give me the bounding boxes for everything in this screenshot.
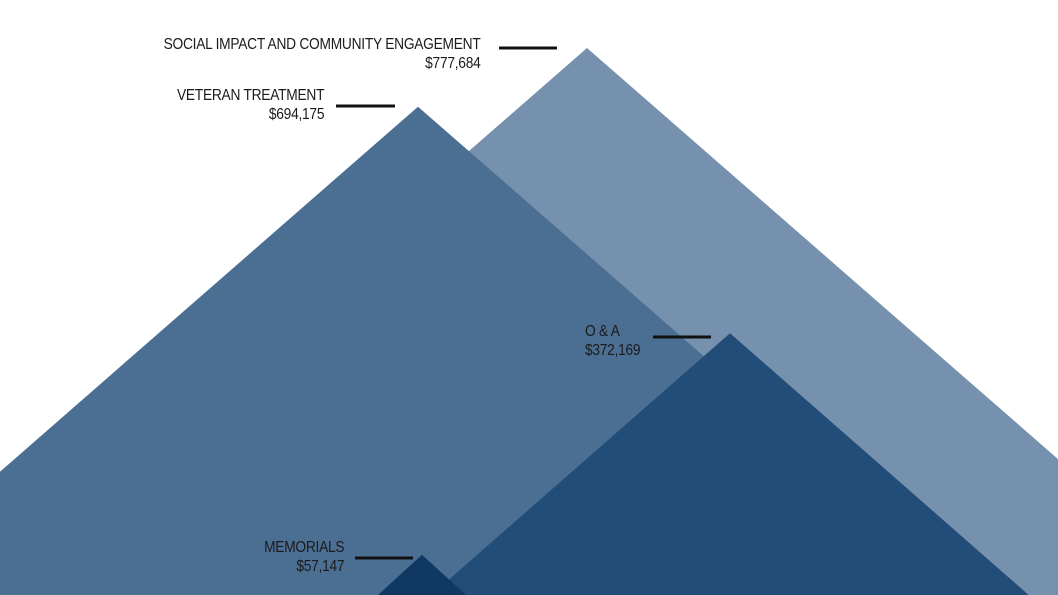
peak-memorials [377, 554, 467, 595]
category-value: $57,147 [296, 558, 344, 575]
label-social-impact: SOCIAL IMPACT AND COMMUNITY ENGAGEMENT $… [163, 35, 480, 73]
category-value: $777,684 [424, 55, 481, 72]
category-name: SOCIAL IMPACT AND COMMUNITY ENGAGEMENT [163, 36, 480, 53]
peak-o-and-a [431, 333, 1029, 595]
category-value: $694,175 [268, 106, 325, 123]
category-name: MEMORIALS [263, 539, 345, 556]
category-value: $372,169 [585, 342, 641, 359]
label-veteran-treatment: VETERAN TREATMENT $694,175 [176, 86, 325, 124]
category-name: VETERAN TREATMENT [176, 87, 325, 104]
category-name: O & A [585, 323, 620, 340]
label-memorials: MEMORIALS $57,147 [263, 538, 345, 576]
label-o-and-a: O & A $372,169 [585, 322, 641, 360]
